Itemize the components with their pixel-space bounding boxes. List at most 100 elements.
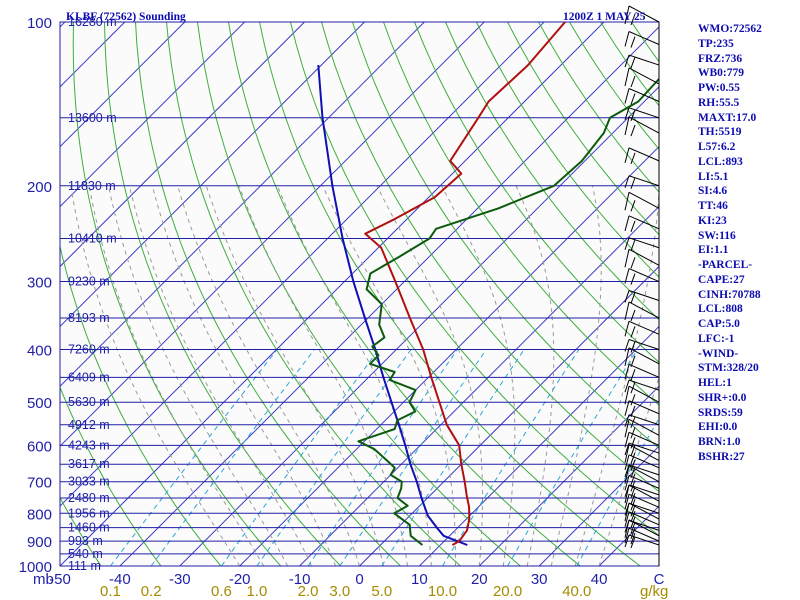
height-label: 1956 m xyxy=(68,506,110,520)
index-row: RH:55.5 xyxy=(698,96,740,109)
height-label: 9230 m xyxy=(68,275,110,289)
wind-barb-staff xyxy=(628,431,660,446)
wind-barb-staff xyxy=(628,418,660,436)
height-label: 16280 m xyxy=(68,15,117,29)
parcel-trace xyxy=(317,65,468,546)
mixing-ratio-label: 10.0 xyxy=(428,583,457,600)
wind-barb xyxy=(624,385,660,406)
isotherm-line xyxy=(179,86,659,566)
wind-barb-staff xyxy=(628,289,660,301)
pressure-label: 200 xyxy=(27,179,52,196)
wind-barb-flag xyxy=(630,273,636,285)
wind-barb-flag xyxy=(630,473,636,485)
profiles xyxy=(317,22,659,546)
wind-barb-flag xyxy=(624,116,630,136)
wind-barb-staff xyxy=(628,502,660,520)
wind-barb xyxy=(624,67,660,88)
wind-barb-flag xyxy=(630,56,636,69)
moist-adiabat-line xyxy=(108,185,289,566)
index-row: LCL:808 xyxy=(698,303,743,316)
isotherm-line xyxy=(60,22,186,148)
wind-barb-flag xyxy=(624,249,630,268)
wind-barb-staff xyxy=(628,519,660,531)
pressure-label: 100 xyxy=(27,15,52,32)
index-row: HEL:1 xyxy=(698,377,732,389)
height-label: 11830 m xyxy=(68,179,116,193)
wind-barb-flag xyxy=(630,522,636,534)
index-row: BSHR:27 xyxy=(698,450,745,463)
isotherm-line xyxy=(60,22,545,507)
index-row: STM:328/20 xyxy=(698,362,759,375)
isotherm-line xyxy=(119,26,659,566)
mixing-ratio-label: 0.6 xyxy=(211,583,232,600)
wind-barb xyxy=(624,268,660,285)
wind-barb-flag xyxy=(624,147,630,163)
wind-barb-flag xyxy=(624,5,630,25)
wind-barb-flag xyxy=(630,355,636,368)
isotherm-line xyxy=(419,325,659,566)
mixing-ratio-unit-label: g/kg xyxy=(640,583,668,600)
wind-barb-flag xyxy=(624,54,630,68)
wind-barb-flag xyxy=(624,237,630,250)
wind-barb-staff xyxy=(628,107,660,119)
wind-barb-flag xyxy=(630,466,636,479)
wind-barb-flag xyxy=(624,379,630,393)
isobar-lines xyxy=(59,21,660,567)
wind-barb-staff xyxy=(628,268,660,283)
index-row: BRN:1.0 xyxy=(698,436,741,448)
index-row: WB0:779 xyxy=(698,67,744,80)
wind-barb-staff xyxy=(628,414,660,426)
wind-barb xyxy=(624,464,660,479)
wind-barb-flag xyxy=(624,268,630,284)
wind-barb-flag xyxy=(630,152,636,165)
height-label: 4912 m xyxy=(68,418,110,432)
height-label: 13600 m xyxy=(68,111,117,125)
wind-barb-flag xyxy=(630,292,636,304)
height-label: 1460 m xyxy=(68,521,110,535)
wind-barb-staff xyxy=(628,54,660,66)
wind-barb-flag xyxy=(630,516,636,528)
wind-barb-flag xyxy=(630,437,636,449)
wind-barb xyxy=(624,320,660,338)
wind-barb-flag xyxy=(624,386,630,405)
mixing-ratio-label: 2.0 xyxy=(298,583,319,600)
wind-barb-flag xyxy=(624,442,630,456)
index-row: L57:6.2 xyxy=(698,141,736,153)
wind-barb-staff xyxy=(628,31,660,45)
index-row: LFC:-1 xyxy=(698,332,735,345)
wind-barb-flag xyxy=(630,427,636,439)
wind-barb xyxy=(624,54,660,69)
wind-barb-flag xyxy=(630,536,636,549)
wind-barb-flag xyxy=(630,326,636,338)
wind-barb xyxy=(624,347,660,368)
wind-barb xyxy=(624,301,660,322)
wind-barb-flag xyxy=(630,239,636,251)
wind-barb-staff xyxy=(628,385,660,403)
wind-barb-staff xyxy=(628,248,660,266)
wind-barb-flag xyxy=(624,88,630,104)
wind-barb-staff xyxy=(628,442,660,454)
pressure-label: 300 xyxy=(27,275,52,292)
height-label: 3033 m xyxy=(68,475,110,489)
wind-barb-flag xyxy=(630,492,636,505)
moist-adiabat-line xyxy=(574,185,659,566)
index-row: TP:235 xyxy=(698,37,734,50)
height-label: 8193 m xyxy=(68,311,110,325)
index-row: -PARCEL- xyxy=(698,259,753,271)
moist-adiabat-line xyxy=(598,375,659,566)
temperature-tick-label: 0 xyxy=(355,571,363,588)
chart-title: KLBF (72562) Sounding xyxy=(66,11,186,23)
wind-barb-staff xyxy=(628,400,660,415)
wind-barb xyxy=(624,191,660,212)
wind-barb-flag xyxy=(624,465,630,484)
wind-barb-flag xyxy=(624,511,630,527)
pressure-unit-label: mb xyxy=(33,571,54,588)
temperature-tick-label: 40 xyxy=(591,571,608,588)
wind-barb xyxy=(624,116,660,137)
isotherm-line xyxy=(60,22,245,208)
moist-adiabat-line xyxy=(177,185,360,566)
wind-barb-flag xyxy=(630,459,636,472)
wind-barb xyxy=(624,88,660,105)
height-label: 2480 m xyxy=(68,491,110,505)
